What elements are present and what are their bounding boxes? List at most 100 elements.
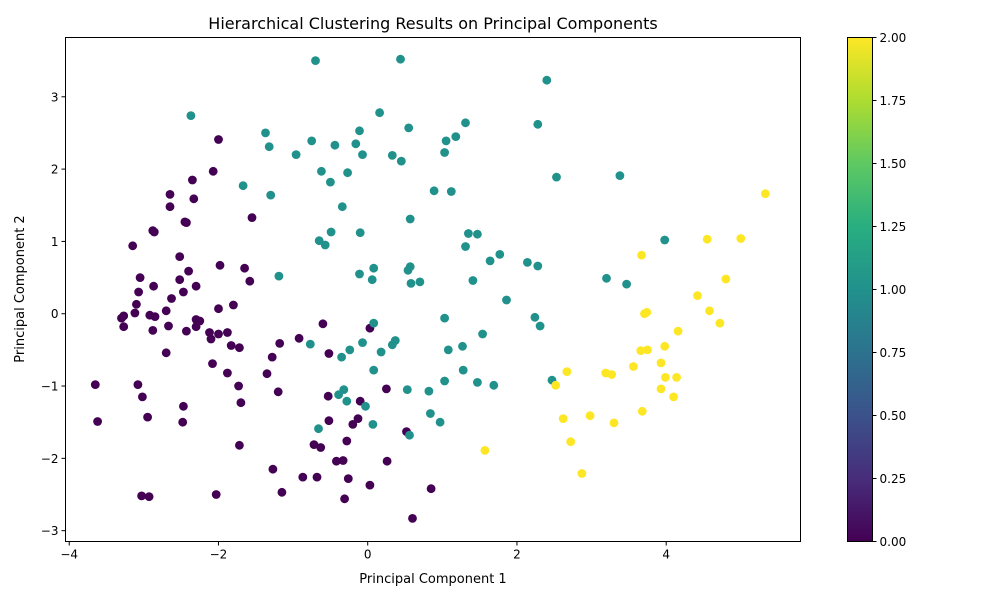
data-point-cluster-1: [530, 312, 540, 322]
data-point-cluster-0: [240, 263, 250, 273]
plot-frame: [65, 37, 801, 542]
data-point-cluster-2: [636, 346, 646, 355]
data-point-cluster-1: [375, 108, 384, 118]
colorbar-axis: 0.00 0.25 0.50 0.75 1.00 1.25 1.50 1.75 2.00: [872, 31, 907, 549]
data-point-cluster-1: [523, 258, 532, 267]
data-point-cluster-1: [473, 229, 482, 239]
data-point-cluster-0: [235, 440, 244, 450]
data-point-cluster-0: [178, 417, 188, 427]
data-point-cluster-1: [440, 376, 449, 386]
data-point-cluster-1: [602, 273, 611, 283]
data-point-cluster-1: [660, 235, 670, 245]
data-point-cluster-1: [351, 139, 361, 149]
data-point-cluster-2: [656, 384, 666, 394]
data-point-cluster-1: [458, 365, 468, 375]
data-point-cluster-0: [348, 420, 358, 429]
data-point-cluster-0: [294, 333, 304, 343]
data-point-cluster-2: [643, 345, 652, 355]
data-point-cluster-1: [489, 380, 499, 390]
data-point-cluster-0: [161, 348, 171, 358]
data-point-cluster-1: [405, 430, 414, 440]
colorbar: [847, 37, 873, 542]
x-tick-label: −2: [210, 548, 228, 562]
data-point-cluster-0: [223, 368, 232, 378]
data-point-cluster-0: [273, 387, 283, 397]
data-point-cluster-1: [376, 347, 386, 357]
y-axis-label: Principal Component 2: [13, 215, 28, 362]
data-point-cluster-1: [274, 271, 284, 281]
data-point-cluster-1: [461, 242, 470, 251]
data-point-cluster-1: [533, 119, 543, 129]
data-point-cluster-0: [408, 514, 417, 523]
data-point-cluster-1: [337, 202, 347, 212]
data-point-cluster-1: [441, 136, 451, 146]
data-point-cluster-0: [208, 166, 218, 176]
x-tick-label: 0: [364, 548, 372, 562]
data-point-cluster-1: [334, 390, 343, 400]
data-point-cluster-2: [637, 406, 647, 416]
y-tick-label: 1: [51, 235, 59, 249]
data-point-cluster-1: [443, 345, 453, 355]
y-axis: −3 −2 −1 0 1 2 3: [41, 90, 66, 538]
data-point-cluster-0: [164, 321, 173, 331]
data-point-cluster-1: [311, 56, 320, 65]
data-point-cluster-0: [277, 487, 287, 497]
data-point-cluster-1: [415, 277, 425, 287]
data-point-cluster-1: [358, 150, 367, 160]
data-point-cluster-2: [640, 309, 649, 319]
data-point-cluster-0: [309, 440, 319, 449]
data-point-cluster-2: [702, 234, 712, 244]
data-point-cluster-0: [235, 343, 244, 353]
data-point-cluster-1: [429, 186, 439, 196]
data-point-cluster-1: [342, 396, 352, 406]
colorbar-tick-label: 1.50: [880, 157, 907, 171]
data-point-cluster-2: [715, 318, 725, 328]
data-point-cluster-1: [396, 54, 405, 64]
data-point-cluster-0: [340, 494, 349, 504]
data-point-cluster-1: [426, 409, 435, 418]
data-point-cluster-0: [247, 213, 257, 223]
data-point-cluster-2: [585, 411, 595, 421]
data-point-cluster-1: [485, 256, 495, 266]
data-point-cluster-0: [342, 436, 352, 446]
data-point-cluster-0: [161, 306, 171, 316]
colorbar-tick-label: 1.25: [880, 220, 907, 234]
data-point-cluster-2: [705, 306, 714, 316]
data-point-cluster-0: [165, 190, 175, 199]
data-point-cluster-0: [324, 416, 334, 426]
data-point-cluster-0: [338, 456, 348, 465]
data-point-cluster-2: [661, 373, 670, 382]
data-point-cluster-0: [343, 474, 353, 483]
data-point-cluster-1: [473, 378, 482, 387]
data-point-cluster-2: [673, 326, 683, 336]
data-point-cluster-1: [552, 172, 561, 182]
data-point-cluster-1: [405, 262, 415, 272]
x-tick-label: 4: [662, 548, 670, 562]
data-point-cluster-0: [130, 308, 140, 318]
data-point-cluster-1: [358, 338, 367, 347]
data-point-cluster-0: [119, 322, 129, 332]
y-tick-label: −3: [41, 524, 59, 538]
data-point-cluster-0: [143, 412, 153, 422]
y-tick-label: −1: [41, 380, 59, 394]
data-point-cluster-1: [264, 142, 274, 152]
colorbar-tick-label: 1.75: [880, 94, 907, 108]
data-point-cluster-0: [245, 276, 255, 286]
data-point-cluster-0: [275, 339, 285, 348]
data-point-cluster-1: [238, 181, 248, 191]
data-point-cluster-0: [332, 456, 341, 466]
data-point-cluster-0: [93, 417, 102, 426]
data-point-cluster-0: [214, 135, 223, 144]
y-tick-label: 3: [51, 90, 59, 104]
data-point-cluster-1: [405, 214, 415, 224]
colorbar-tick-label: 2.00: [880, 31, 907, 45]
data-point-cluster-1: [345, 345, 355, 355]
data-point-cluster-1: [396, 156, 406, 166]
data-point-cluster-1: [320, 240, 330, 250]
data-point-cluster-0: [298, 472, 308, 482]
data-point-cluster-0: [128, 241, 138, 251]
data-point-cluster-0: [316, 443, 326, 452]
data-point-cluster-0: [188, 175, 197, 185]
data-point-cluster-0: [182, 326, 191, 336]
data-point-cluster-1: [478, 329, 487, 339]
